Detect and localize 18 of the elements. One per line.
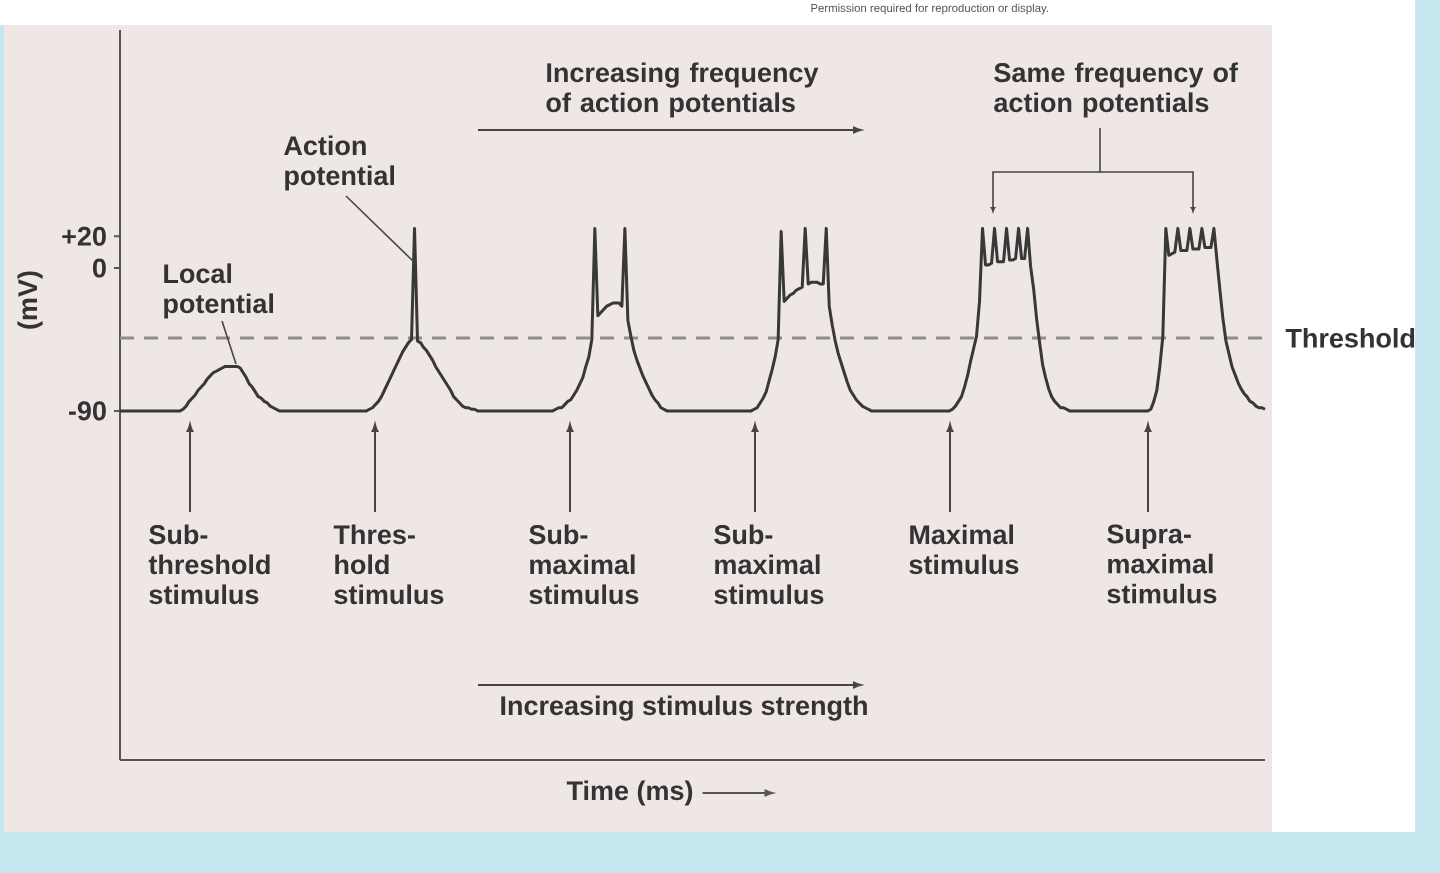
y-axis-title: (mV) [17,271,43,329]
x-axis-title: Time (ms) [566,780,693,806]
annotation: Same frequency of action potentials [994,62,1238,118]
annotation: Action potential [284,135,394,191]
annotation: Increasing frequency of action potentials [546,62,819,118]
y-tick-label: 0 [92,258,106,278]
annotation: Maximal stimulus [909,524,1019,575]
y-tick-label: -90 [68,401,106,421]
y-tick-label: +20 [62,226,106,246]
text: Permission required for reproduction or display. [811,3,1049,15]
annotation: Thres-hold stimulus [333,524,444,605]
annotation: Increasing stimulus strength [501,695,867,721]
annotation: Sub-threshold stimulus [148,524,270,605]
annotation: Supra-maximal stimulus [1107,524,1217,604]
annotation: Sub-maximal stimulus [714,524,824,605]
annotation: Local potential [164,263,273,319]
annotation: Sub-maximal stimulus [529,524,639,605]
ref-line-label: Threshold [1285,327,1415,348]
